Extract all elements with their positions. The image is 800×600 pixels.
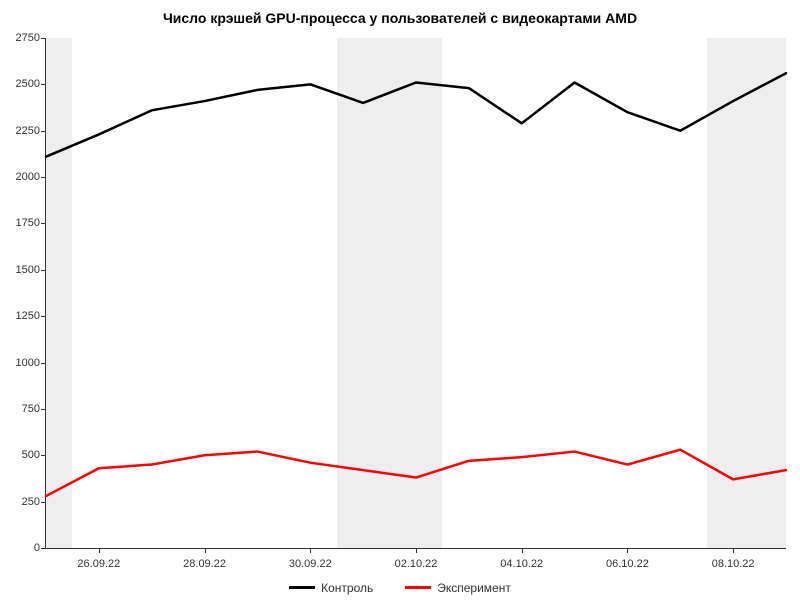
chart-title: Число крэшей GPU-процесса у пользователе… [0, 10, 800, 26]
ytick-label: 250 [22, 496, 46, 508]
ytick-label: 500 [22, 449, 46, 461]
chart-root: Число крэшей GPU-процесса у пользователе… [0, 0, 800, 600]
ytick-label: 1000 [16, 357, 46, 369]
xtick-label: 28.09.22 [183, 548, 226, 570]
ytick-label: 2250 [16, 125, 46, 137]
series-layer [46, 38, 786, 548]
ytick-label: 1750 [16, 217, 46, 229]
xtick-label: 26.09.22 [77, 548, 120, 570]
legend-swatch [289, 586, 315, 589]
legend-item: Контроль [289, 581, 373, 595]
legend-label: Эксперимент [437, 581, 511, 595]
legend: Контроль Эксперимент [0, 578, 800, 595]
xtick-label: 06.10.22 [606, 548, 649, 570]
xtick-label: 30.09.22 [289, 548, 332, 570]
ytick-label: 2000 [16, 171, 46, 183]
legend-item: Эксперимент [405, 581, 511, 595]
ytick-label: 2750 [16, 32, 46, 44]
ytick-label: 0 [34, 542, 46, 554]
ytick-label: 750 [22, 403, 46, 415]
ytick-label: 2500 [16, 78, 46, 90]
plot-area: 0250500750100012501500175020002250250027… [45, 38, 786, 549]
series-line [46, 450, 786, 496]
xtick-label: 08.10.22 [712, 548, 755, 570]
ytick-label: 1250 [16, 310, 46, 322]
ytick-label: 1500 [16, 264, 46, 276]
xtick-label: 02.10.22 [395, 548, 438, 570]
legend-swatch [405, 586, 431, 589]
xtick-label: 04.10.22 [500, 548, 543, 570]
legend-label: Контроль [321, 581, 373, 595]
series-line [46, 73, 786, 156]
